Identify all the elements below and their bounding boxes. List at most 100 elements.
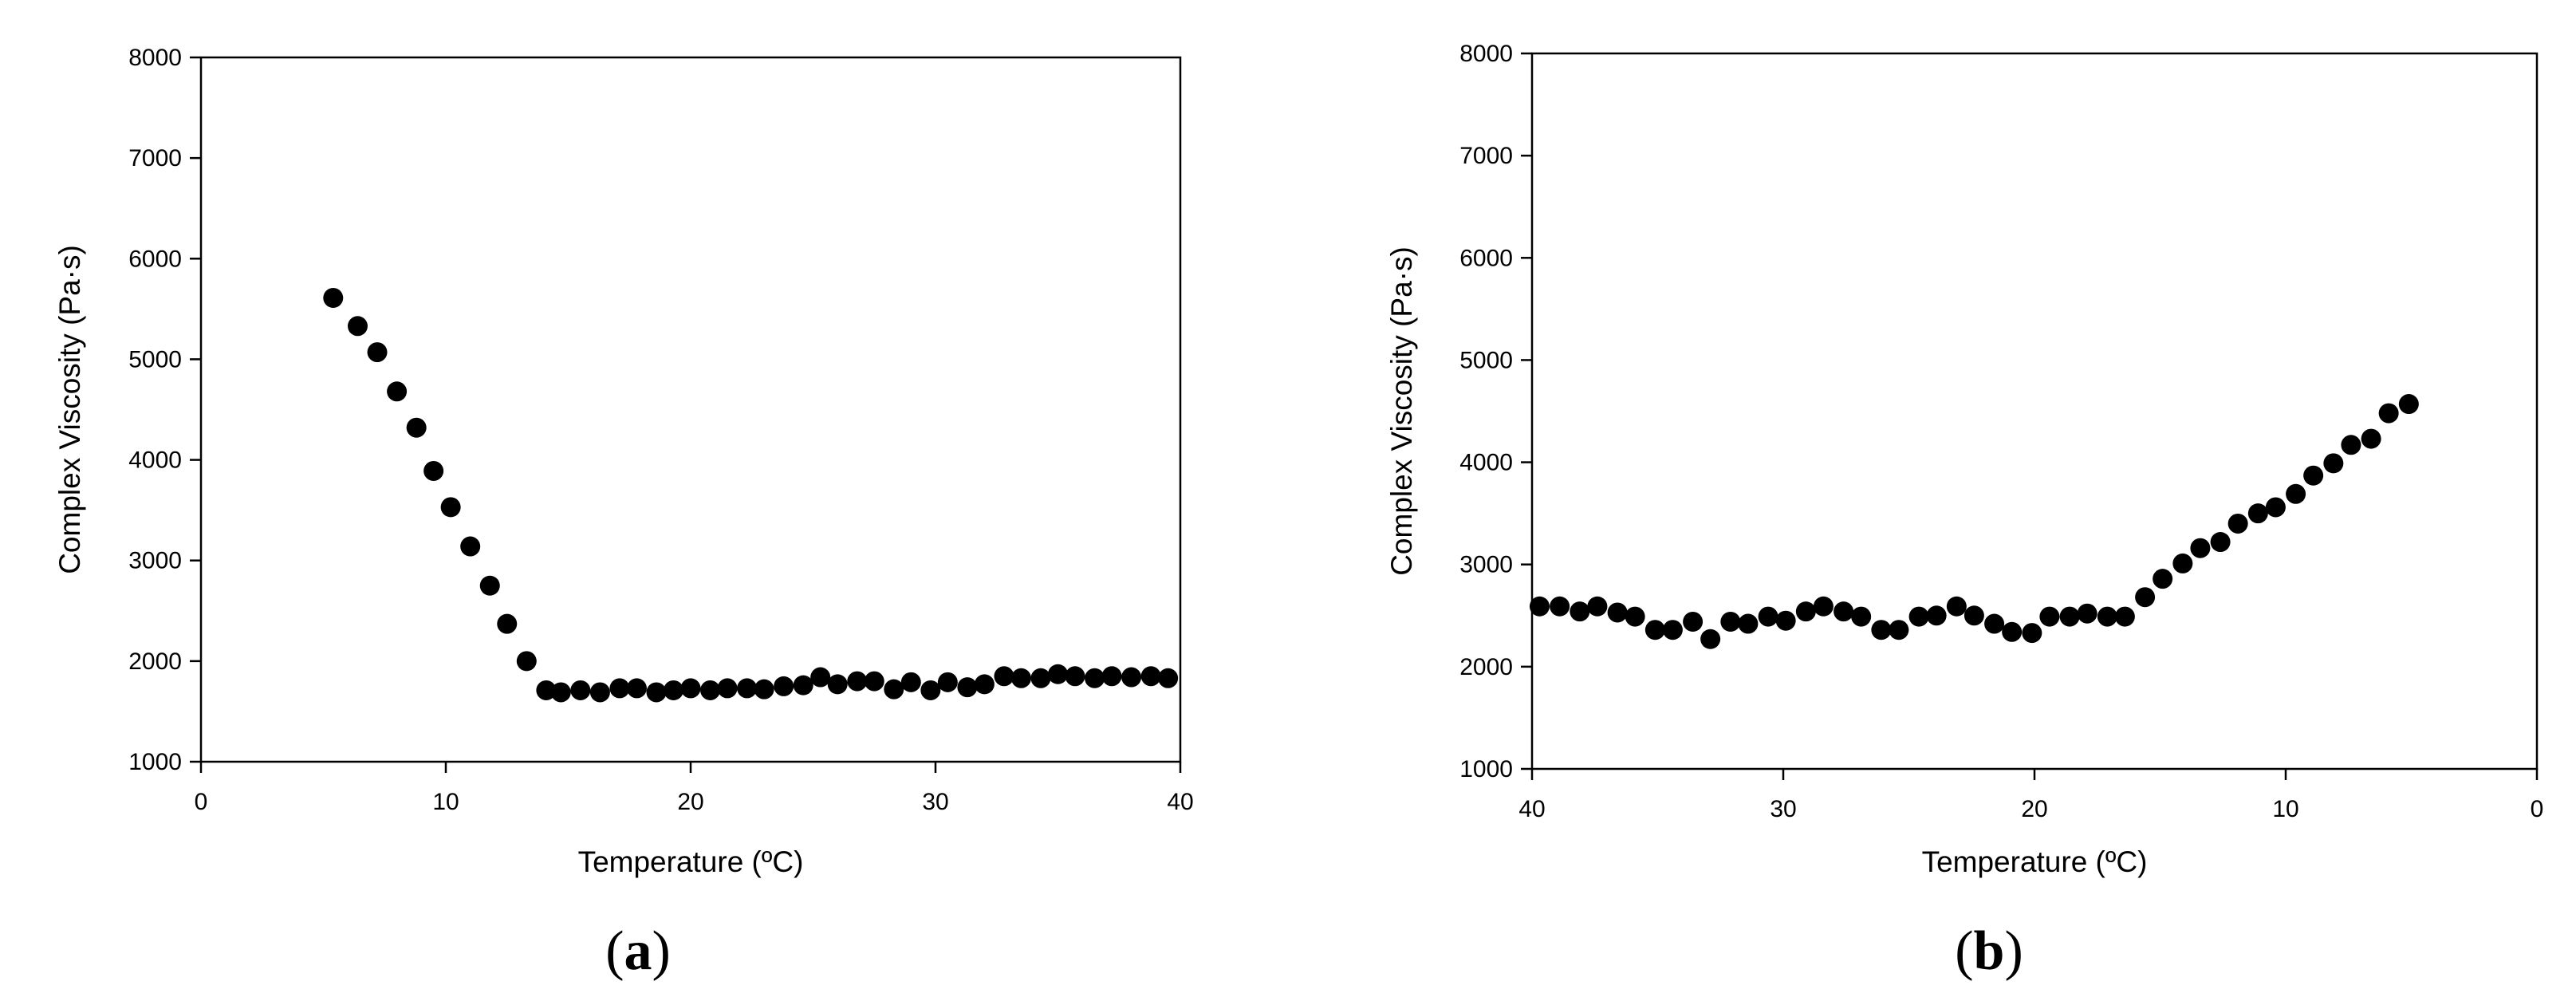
data-point	[774, 676, 794, 696]
x-axis-title: Temperature (ºC)	[578, 845, 804, 878]
data-point	[1851, 606, 1872, 627]
x-axis-title: Temperature (ºC)	[1922, 845, 2148, 878]
data-point	[1140, 666, 1161, 687]
data-point	[2361, 428, 2381, 449]
data-point	[2398, 394, 2419, 415]
data-point	[2172, 553, 2193, 573]
data-point	[847, 671, 868, 692]
data-point	[2323, 453, 2344, 474]
y-tick-label: 7000	[128, 145, 182, 171]
data-point	[974, 674, 995, 695]
y-tick-label: 8000	[128, 45, 182, 71]
data-point	[1587, 596, 1608, 617]
data-point	[626, 678, 647, 699]
data-point	[1775, 610, 1796, 631]
y-tick-label: 4000	[128, 447, 182, 474]
data-point	[1048, 664, 1068, 684]
y-tick-label: 5000	[128, 346, 182, 372]
data-point	[700, 680, 721, 700]
data-point	[550, 682, 571, 703]
data-point	[1085, 668, 1105, 688]
x-tick-label: 10	[2272, 796, 2298, 822]
data-point	[1834, 601, 1854, 622]
y-tick-label: 3000	[1459, 552, 1513, 578]
y-tick-label: 6000	[1459, 245, 1513, 271]
data-point	[827, 674, 848, 695]
data-point	[516, 651, 537, 672]
data-point	[1529, 596, 1550, 617]
data-point	[1550, 596, 1570, 617]
data-point	[1625, 606, 1645, 627]
data-point	[664, 680, 684, 700]
x-tick-label: 30	[1770, 796, 1796, 822]
data-point	[864, 671, 884, 692]
data-point	[717, 678, 738, 699]
data-point	[423, 460, 444, 481]
data-point	[957, 677, 978, 698]
y-tick-label: 1000	[1459, 756, 1513, 782]
data-point	[2190, 538, 2211, 558]
x-tick-label: 20	[677, 789, 703, 815]
data-point	[2135, 587, 2156, 608]
data-point	[2286, 483, 2306, 504]
panel-label: (a)	[605, 920, 671, 982]
data-point	[1121, 667, 1142, 688]
data-point	[1683, 611, 1704, 632]
data-point	[1889, 620, 1909, 640]
data-point	[1010, 668, 1031, 688]
data-point	[810, 667, 831, 688]
data-point	[1871, 620, 1892, 640]
y-tick-label: 3000	[128, 548, 182, 574]
data-point	[1700, 629, 1721, 649]
data-point	[2153, 569, 2173, 589]
x-tick-label: 10	[432, 789, 459, 815]
data-point	[1926, 605, 1947, 626]
data-point	[1607, 602, 1628, 623]
y-axis-title: Complex Viscosity (Pa·s)	[53, 245, 86, 574]
data-point	[1644, 620, 1665, 640]
data-point	[1738, 613, 1759, 634]
x-tick-label: 40	[1167, 789, 1193, 815]
data-point	[387, 381, 408, 402]
data-point	[2077, 603, 2097, 624]
data-point	[1101, 666, 1122, 687]
data-point	[994, 666, 1014, 687]
data-point	[1813, 596, 1834, 617]
data-point	[1065, 666, 1085, 687]
data-point	[1662, 620, 1683, 640]
data-point	[497, 613, 518, 634]
data-point	[920, 680, 941, 700]
data-point	[460, 536, 481, 557]
data-point	[1030, 668, 1051, 688]
data-point	[2303, 465, 2324, 486]
data-point	[609, 678, 630, 699]
data-point	[1720, 611, 1741, 632]
data-point	[1946, 596, 1967, 617]
chart-panel-b: 1000 2000 3000 4000 5000 6000 7000 8000 40 30 20 10…	[1385, 41, 2543, 982]
data-point	[2022, 623, 2042, 644]
data-point	[570, 680, 591, 700]
x-tick-label: 40	[1518, 796, 1545, 822]
data-point	[2039, 606, 2060, 627]
data-point	[2378, 403, 2399, 424]
y-tick-label: 7000	[1459, 143, 1513, 169]
plot-frame	[199, 56, 1182, 763]
data-point	[1758, 606, 1778, 627]
data-point	[884, 679, 904, 700]
x-tick-label: 20	[2021, 796, 2047, 822]
data-point	[2002, 621, 2023, 642]
data-point	[536, 680, 557, 700]
data-point	[680, 678, 701, 699]
y-tick-label: 2000	[1459, 654, 1513, 680]
data-point	[646, 682, 667, 703]
x-tick-label: 30	[922, 789, 948, 815]
data-point	[2059, 606, 2080, 627]
y-tick-label: 8000	[1459, 41, 1513, 67]
y-tick-label: 4000	[1459, 450, 1513, 476]
data-point	[1158, 668, 1179, 688]
data-point	[754, 679, 774, 700]
data-point	[589, 682, 610, 703]
data-point	[900, 672, 921, 692]
y-axis-title: Complex Viscosity (Pa·s)	[1385, 246, 1418, 576]
